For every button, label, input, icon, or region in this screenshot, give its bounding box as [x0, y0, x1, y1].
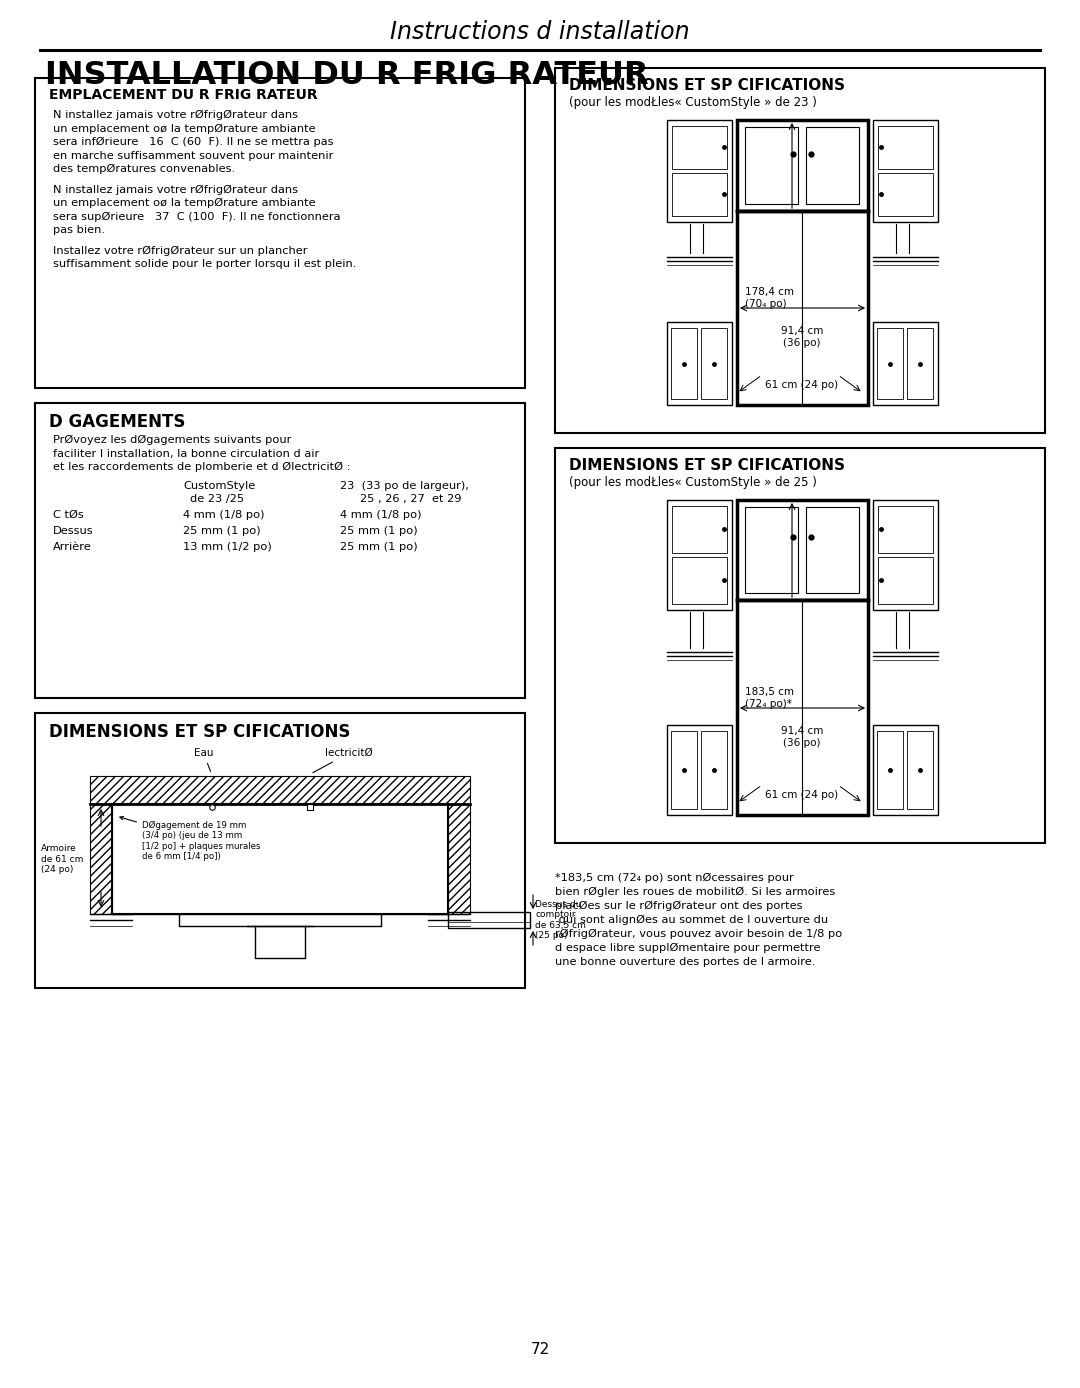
Text: Dessus: Dessus	[53, 526, 94, 536]
Bar	[112, 804, 448, 915]
Bar	[878, 507, 933, 552]
Text: faciliter l installation, la bonne circulation d air: faciliter l installation, la bonne circu…	[53, 448, 320, 458]
Text: 25 mm (1 po): 25 mm (1 po)	[340, 526, 418, 536]
Text: EMPLACEMENT DU R FRIG RATEUR: EMPLACEMENT DU R FRIG RATEUR	[49, 87, 318, 101]
Text: Installez votre rØfrigØrateur sur un plancher: Installez votre rØfrigØrateur sur un pla…	[53, 246, 308, 255]
Bar	[873, 119, 939, 222]
Bar	[737, 119, 868, 211]
Text: N installez jamais votre rØfrigØrateur dans: N installez jamais votre rØfrigØrateur d…	[53, 185, 298, 194]
Bar	[737, 600, 868, 815]
Bar	[806, 507, 859, 593]
Bar	[878, 174, 933, 217]
Text: D GAGEMENTS: D GAGEMENTS	[49, 414, 186, 432]
Text: rØfrigØrateur, vous pouvez avoir besoin de 1/8 po: rØfrigØrateur, vous pouvez avoir besoin …	[555, 929, 842, 940]
Text: 61 cm (24 po): 61 cm (24 po)	[766, 790, 838, 799]
Text: un emplacement oø la tempØrature ambiante: un emplacement oø la tempØrature ambiant…	[53, 124, 315, 133]
Text: 25 mm (1 po): 25 mm (1 po)	[183, 526, 260, 536]
Text: lectricitØ: lectricitØ	[313, 748, 374, 773]
Bar	[701, 328, 727, 398]
Text: une bonne ouverture des portes de l armoire.: une bonne ouverture des portes de l armo…	[555, 956, 815, 967]
Bar	[745, 126, 798, 204]
Text: INSTALLATION DU R FRIG RATEUR: INSTALLATION DU R FRIG RATEUR	[45, 60, 649, 92]
Bar	[745, 507, 798, 593]
Text: sera supØrieure   37  C (100  F). Il ne fonctionnera: sera supØrieure 37 C (100 F). Il ne fonc…	[53, 211, 340, 222]
Bar	[737, 500, 868, 600]
Text: 91,4 cm
(36 po): 91,4 cm (36 po)	[781, 726, 823, 748]
Text: *183,5 cm (72₄ po) sont nØcessaires pour: *183,5 cm (72₄ po) sont nØcessaires pour	[555, 873, 794, 883]
Text: 178,4 cm
(70₄ po): 178,4 cm (70₄ po)	[745, 287, 794, 308]
Bar	[672, 126, 727, 169]
Text: PrØvoyez les dØgagements suivants pour: PrØvoyez les dØgagements suivants pour	[53, 434, 292, 446]
Bar	[672, 174, 727, 217]
Text: 25 mm (1 po): 25 mm (1 po)	[340, 541, 418, 552]
Bar	[555, 448, 1045, 843]
Bar	[448, 804, 470, 915]
Bar	[737, 211, 868, 405]
Text: bien rØgler les roues de mobilitØ. Si les armoires: bien rØgler les roues de mobilitØ. Si le…	[555, 887, 835, 897]
Bar	[555, 68, 1045, 433]
Bar	[671, 731, 697, 809]
Bar	[35, 713, 525, 988]
Bar	[448, 912, 530, 929]
Text: 61 cm (24 po): 61 cm (24 po)	[766, 380, 838, 390]
Text: N installez jamais votre rØfrigØrateur dans: N installez jamais votre rØfrigØrateur d…	[53, 110, 298, 121]
Text: en marche suffisamment souvent pour maintenir: en marche suffisamment souvent pour main…	[53, 150, 334, 161]
Text: placØes sur le rØfrigØrateur ont des portes: placØes sur le rØfrigØrateur ont des por…	[555, 901, 802, 911]
Bar	[90, 776, 470, 804]
Text: 13 mm (1/2 po): 13 mm (1/2 po)	[183, 541, 272, 552]
Text: (pour les modŁles« CustomStyle » de 23 ): (pour les modŁles« CustomStyle » de 23 )	[569, 96, 816, 110]
Text: un emplacement oø la tempØrature ambiante: un emplacement oø la tempØrature ambiant…	[53, 198, 315, 208]
Bar	[701, 731, 727, 809]
Bar	[873, 725, 939, 815]
Bar	[907, 731, 933, 809]
Text: DØgagement de 19 mm
(3/4 po) (jeu de 13 mm
[1/2 po] + plaques murales
de 6 mm [1: DØgagement de 19 mm (3/4 po) (jeu de 13 …	[120, 816, 260, 861]
Text: qui sont alignØes au sommet de l ouverture du: qui sont alignØes au sommet de l ouvertu…	[555, 915, 828, 926]
Text: DIMENSIONS ET SP CIFICATIONS: DIMENSIONS ET SP CIFICATIONS	[49, 723, 350, 741]
Text: 23  (33 po de largeur),: 23 (33 po de largeur),	[340, 480, 469, 490]
Text: 4 mm (1/8 po): 4 mm (1/8 po)	[340, 509, 421, 520]
Text: de 23 /25: de 23 /25	[190, 494, 244, 504]
Bar	[667, 322, 732, 405]
Text: C tØs: C tØs	[53, 509, 84, 520]
Bar	[672, 557, 727, 604]
Text: DIMENSIONS ET SP CIFICATIONS: DIMENSIONS ET SP CIFICATIONS	[569, 78, 845, 93]
Bar	[667, 725, 732, 815]
Bar	[877, 731, 903, 809]
Text: Dessus du
comptoir
de 63,5 cm
(25 po): Dessus du comptoir de 63,5 cm (25 po)	[535, 899, 585, 940]
Text: 183,5 cm
(72₄ po)*: 183,5 cm (72₄ po)*	[745, 687, 794, 709]
Bar	[671, 328, 697, 398]
Text: pas bien.: pas bien.	[53, 225, 105, 235]
Text: d espace libre supplØmentaire pour permettre: d espace libre supplØmentaire pour perme…	[555, 942, 821, 954]
Text: 91,4 cm
(36 po): 91,4 cm (36 po)	[781, 326, 823, 347]
Text: Armoire
de 61 cm
(24 po): Armoire de 61 cm (24 po)	[41, 844, 83, 874]
Text: DIMENSIONS ET SP CIFICATIONS: DIMENSIONS ET SP CIFICATIONS	[569, 458, 845, 473]
Bar	[878, 557, 933, 604]
Text: 4 mm (1/8 po): 4 mm (1/8 po)	[183, 509, 265, 520]
Bar	[90, 804, 112, 915]
Text: Eau: Eau	[193, 748, 213, 772]
Bar	[873, 322, 939, 405]
Text: CustomStyle: CustomStyle	[183, 480, 255, 490]
Bar	[667, 500, 732, 609]
Text: des tempØratures convenables.: des tempØratures convenables.	[53, 164, 235, 175]
Text: Instructions d installation: Instructions d installation	[390, 19, 690, 44]
Bar	[35, 78, 525, 389]
Bar	[907, 328, 933, 398]
Text: (pour les modŁles« CustomStyle » de 25 ): (pour les modŁles« CustomStyle » de 25 )	[569, 476, 816, 489]
Bar	[667, 119, 732, 222]
Bar	[877, 328, 903, 398]
Bar	[806, 126, 859, 204]
Text: sera infØrieure   16  C (60  F). Il ne se mettra pas: sera infØrieure 16 C (60 F). Il ne se me…	[53, 137, 334, 147]
Bar	[873, 500, 939, 609]
Bar	[878, 126, 933, 169]
Text: 72: 72	[530, 1342, 550, 1357]
Text: et les raccordements de plomberie et d ØlectricitØ :: et les raccordements de plomberie et d Ø…	[53, 462, 351, 472]
Bar	[35, 403, 525, 698]
Text: Arrière: Arrière	[53, 541, 92, 552]
Bar	[672, 507, 727, 552]
Text: suffisamment solide pour le porter lorsqu il est plein.: suffisamment solide pour le porter lorsq…	[53, 260, 356, 269]
Text: 25 , 26 , 27  et 29: 25 , 26 , 27 et 29	[360, 494, 461, 504]
